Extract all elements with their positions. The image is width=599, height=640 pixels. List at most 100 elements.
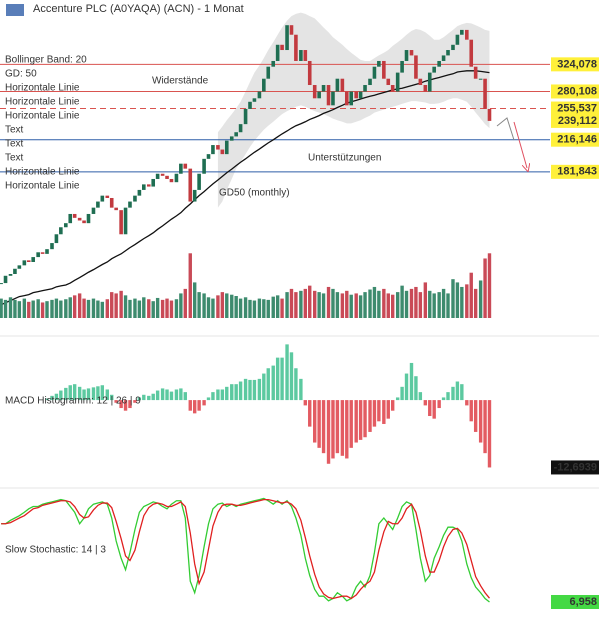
candle <box>307 60 312 86</box>
candle <box>8 274 13 276</box>
candle <box>299 50 303 61</box>
volume-bar <box>27 301 31 318</box>
histogram-bar <box>142 394 146 401</box>
candle <box>13 268 17 275</box>
volume-bar <box>308 285 312 318</box>
volume-bar <box>96 300 100 318</box>
histogram-bar <box>119 400 123 409</box>
histogram-bar <box>54 393 59 401</box>
candle <box>86 213 91 224</box>
candle <box>155 173 160 179</box>
legend-entry: Text <box>5 153 24 164</box>
volume-bar <box>275 295 280 318</box>
candle <box>36 252 40 258</box>
histogram-bar <box>174 389 179 401</box>
candle <box>349 91 354 106</box>
candle <box>382 60 386 79</box>
candle <box>109 197 114 208</box>
value-box-label: 239,112 <box>558 115 597 127</box>
histogram-bar <box>114 400 118 403</box>
value-box <box>551 113 599 128</box>
legend-entry: Horizontale Linie <box>5 97 80 108</box>
volume-bar <box>349 294 353 318</box>
layers: GD50 (monthly) Accenture PLC (A0YAQA) (AC… <box>0 3 599 609</box>
histogram-bar <box>179 388 183 401</box>
histogram-bar <box>390 400 395 411</box>
candle <box>372 66 377 79</box>
candle <box>280 44 284 51</box>
volume-bar <box>211 298 215 318</box>
histogram-bar <box>395 397 400 401</box>
volume-bar <box>368 289 372 318</box>
candle <box>128 201 132 208</box>
volume-bar <box>446 293 450 318</box>
volume-bar <box>271 296 275 318</box>
candle <box>321 85 326 92</box>
candle <box>151 178 156 187</box>
volume-bar <box>59 300 63 318</box>
histogram-bar <box>133 400 137 403</box>
candle <box>312 85 317 99</box>
volume-bar <box>165 298 169 318</box>
candle <box>64 223 68 228</box>
candle <box>427 72 432 92</box>
histogram-bar <box>266 368 270 401</box>
legend-entry: Horizontale Linie <box>5 111 80 122</box>
annotation: Unterstützungen <box>308 153 381 164</box>
volume-bar <box>100 301 105 318</box>
candle <box>432 66 436 73</box>
volume-bar <box>248 299 252 318</box>
histogram-bar <box>469 400 473 422</box>
histogram-bar <box>216 389 220 401</box>
histogram-bar <box>188 400 192 411</box>
volume-bar <box>243 297 248 318</box>
candle <box>211 145 215 155</box>
volume-bar <box>142 297 146 318</box>
histogram-bar <box>230 384 234 401</box>
volume-bar <box>326 286 331 318</box>
band-layer <box>217 12 490 208</box>
candle <box>119 210 123 235</box>
value-box-label: -12,6939 <box>554 461 597 473</box>
histogram-bar <box>363 400 367 438</box>
volume-bar <box>487 253 492 318</box>
candle <box>386 78 391 86</box>
volume-bar <box>372 286 377 318</box>
histogram-bar <box>313 400 317 443</box>
candle <box>220 149 225 155</box>
volume-bar <box>289 288 294 318</box>
volume-bar <box>313 290 317 318</box>
volume-bar <box>451 279 455 318</box>
histogram-bar <box>225 386 229 401</box>
histogram-bar <box>220 389 225 401</box>
volume-bar <box>110 292 114 318</box>
histogram-bar <box>404 373 409 401</box>
volume-bar <box>317 292 321 318</box>
candle <box>114 207 118 211</box>
volume-bar <box>238 298 243 318</box>
histogram-bar <box>234 384 238 401</box>
volume-bar <box>123 295 128 318</box>
candle <box>437 60 441 67</box>
candle <box>483 78 487 109</box>
candle <box>160 173 165 176</box>
histogram-bar <box>110 394 114 401</box>
volume-bar <box>395 292 400 318</box>
candle <box>179 163 183 174</box>
volume-bar <box>128 299 132 318</box>
logo <box>6 4 24 16</box>
candle <box>234 132 238 137</box>
volume-bar <box>230 294 234 318</box>
candle <box>414 55 418 79</box>
histogram-bar <box>192 400 197 414</box>
volume-bar <box>358 295 363 318</box>
histogram-bar <box>183 392 187 401</box>
volume-bar <box>220 292 225 318</box>
histogram-bar <box>326 400 331 464</box>
histogram-bar <box>91 387 96 401</box>
candle <box>142 184 146 190</box>
marks-layer <box>0 25 492 468</box>
volume-bar <box>280 298 284 318</box>
candle <box>206 154 211 159</box>
